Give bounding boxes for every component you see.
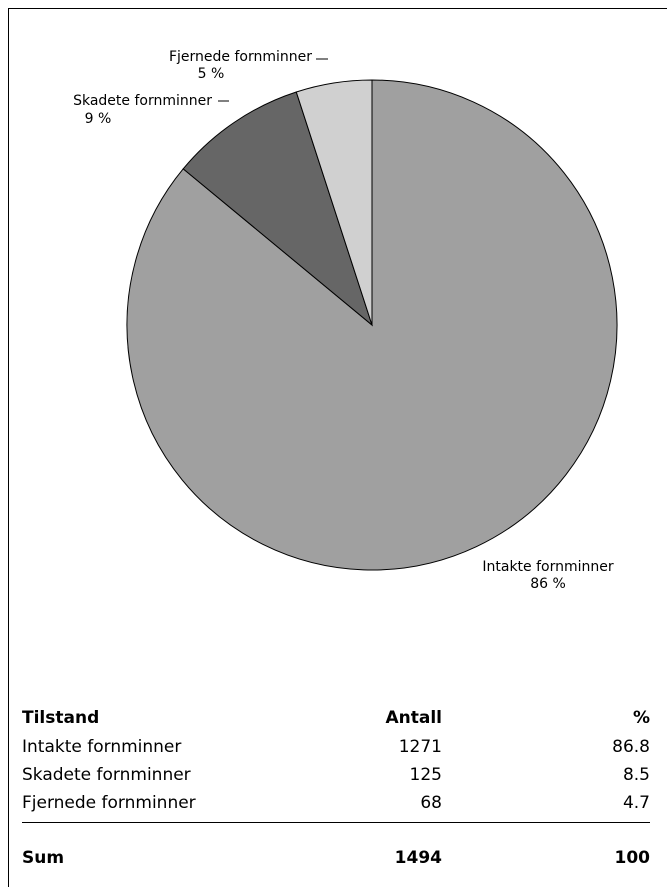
table-header-cell: Antall bbox=[385, 708, 442, 728]
table-total-cell: 100 bbox=[615, 848, 651, 868]
slice-label: Skadete fornminner bbox=[73, 93, 212, 109]
table-total-cell: 1494 bbox=[395, 848, 442, 868]
table-cell: 1271 bbox=[399, 737, 442, 757]
table-header-cell: Tilstand bbox=[22, 708, 99, 728]
slice-value-label: 5 % bbox=[198, 66, 225, 82]
table-cell: 86.8 bbox=[612, 737, 650, 757]
slice-value-label: 86 % bbox=[530, 576, 566, 592]
pie-slice bbox=[182, 91, 374, 327]
table-cell: 68 bbox=[420, 793, 442, 813]
slice-label: Intakte fornminner bbox=[482, 559, 613, 575]
table-cell: Intakte fornminner bbox=[22, 737, 181, 757]
table-cell: 125 bbox=[410, 765, 442, 785]
table-cell: 8.5 bbox=[623, 765, 650, 785]
table-cell: 4.7 bbox=[623, 793, 650, 813]
table-cell: Skadete fornminner bbox=[22, 765, 191, 785]
table-total-cell: Sum bbox=[22, 848, 64, 868]
table-header-cell: % bbox=[633, 708, 650, 728]
slice-label: Fjernede fornminner bbox=[169, 49, 312, 65]
slice-value-label: 9 % bbox=[85, 111, 112, 127]
pie-slice bbox=[295, 79, 373, 326]
table-cell: Fjernede fornminner bbox=[22, 793, 196, 813]
